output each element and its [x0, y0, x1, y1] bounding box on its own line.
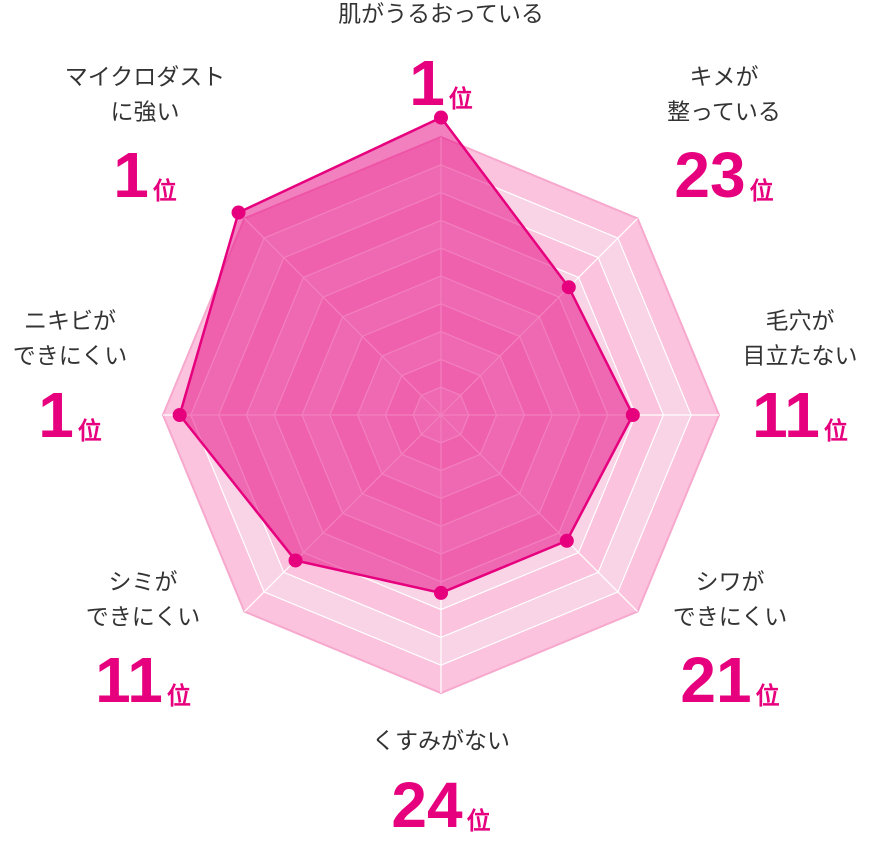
- data-point: [434, 110, 448, 125]
- data-point: [172, 408, 187, 422]
- rank-number: 11: [752, 379, 820, 451]
- rank-number: 21: [680, 644, 751, 716]
- rank-suffix: 位: [78, 417, 102, 445]
- axis-label: ニキビが: [24, 309, 116, 335]
- rank-label: 11 位: [95, 644, 191, 716]
- rank-label: 11 位: [752, 379, 848, 451]
- rank-label: 23 位: [674, 139, 773, 211]
- rank-label: 21 位: [680, 644, 779, 716]
- axis-label: に強い: [111, 100, 180, 126]
- axis-label: マイクロダスト: [65, 65, 226, 91]
- data-point: [625, 408, 640, 422]
- rank-number: 1: [38, 379, 74, 451]
- axis-label: 目立たない: [743, 344, 858, 370]
- axis-label: 毛穴が: [766, 309, 835, 335]
- data-point: [288, 553, 303, 568]
- rank-suffix: 位: [756, 682, 780, 710]
- axis-label: キメが: [690, 65, 759, 91]
- rank-suffix: 位: [167, 682, 191, 710]
- axis-label: くすみがない: [372, 729, 510, 755]
- data-point: [231, 205, 246, 220]
- axis-label: シミが: [109, 570, 178, 596]
- rank-suffix: 位: [467, 807, 491, 835]
- axis-label: できにくい: [86, 605, 201, 631]
- rank-number: 1: [113, 139, 149, 211]
- data-point: [434, 585, 448, 600]
- rank-number: 11: [95, 644, 163, 716]
- axis-label: できにくい: [13, 344, 128, 370]
- rank-suffix: 位: [750, 177, 774, 205]
- rank-suffix: 位: [449, 85, 473, 113]
- rank-number: 23: [674, 139, 745, 211]
- rank-number: 1: [409, 47, 445, 119]
- data-point: [561, 280, 576, 295]
- axis-label: 肌がうるおっている: [338, 2, 544, 28]
- rank-number: 24: [391, 769, 463, 841]
- rank-label: 24 位: [391, 769, 490, 841]
- data-point: [559, 533, 574, 548]
- rank-suffix: 位: [824, 417, 848, 445]
- rank-suffix: 位: [153, 177, 177, 205]
- axis-label: できにくい: [673, 605, 788, 631]
- axis-label: シワが: [696, 570, 765, 596]
- axis-label: 整っている: [667, 100, 781, 126]
